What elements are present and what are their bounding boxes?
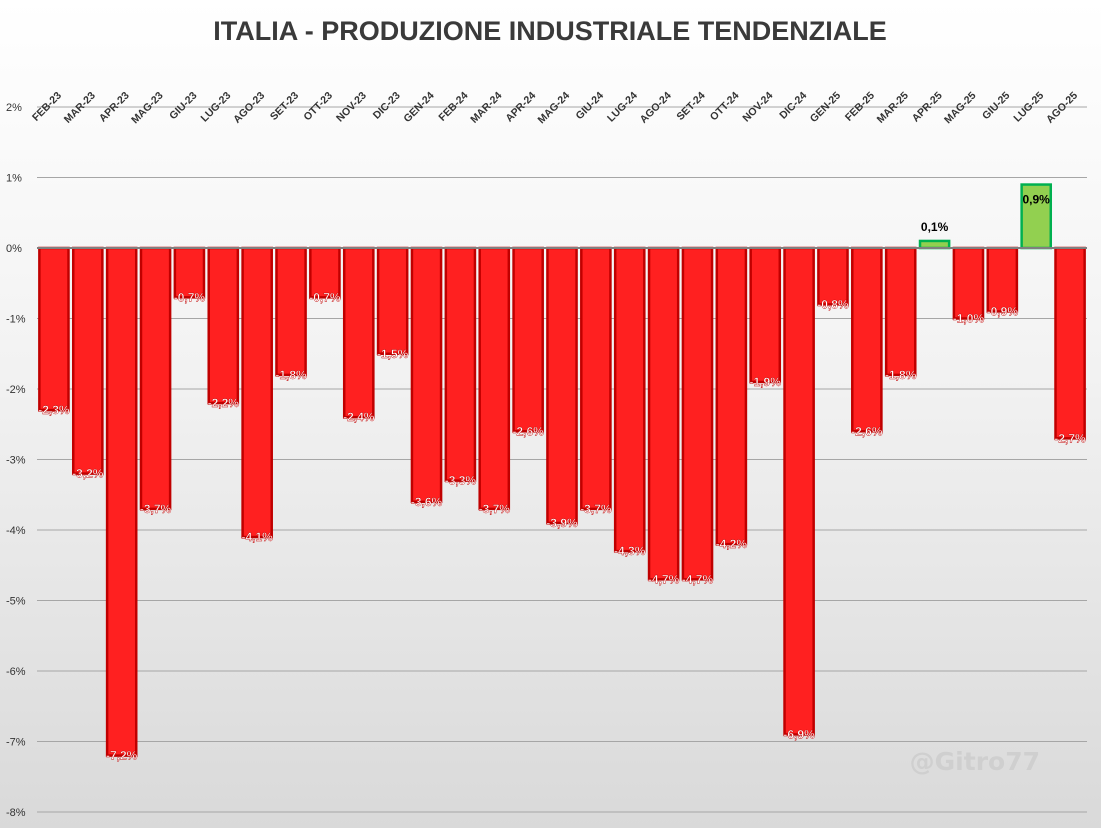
data-label: -2,7% xyxy=(1054,431,1086,445)
data-label: -3,3% xyxy=(445,474,477,488)
bar xyxy=(139,246,172,511)
bar xyxy=(817,246,849,306)
bar xyxy=(613,246,646,553)
x-tick-label: AGO-24 xyxy=(638,90,674,126)
x-tick-label: OTT-24 xyxy=(708,90,742,124)
x-tick-label: DIC-24 xyxy=(777,90,809,122)
y-axis: 2% 1% 0% -1% -2% -3% -4% -5% -6% -7% -8% xyxy=(6,102,26,819)
bar xyxy=(478,246,511,511)
bar xyxy=(884,246,917,377)
bar xyxy=(444,246,477,482)
data-label: -3,7% xyxy=(479,502,511,516)
data-label: -4,7% xyxy=(648,572,680,586)
bar xyxy=(71,246,104,475)
data-label: -4,3% xyxy=(614,544,646,558)
bar xyxy=(647,246,680,581)
y-tick-label: 1% xyxy=(6,173,22,185)
data-label: -7,2% xyxy=(106,749,138,763)
data-label: -3,7% xyxy=(140,502,172,516)
x-tick-label: MAG-25 xyxy=(942,90,979,127)
y-tick-label: -5% xyxy=(6,596,26,608)
data-label: -1,8% xyxy=(275,368,307,382)
x-tick-label: SET-23 xyxy=(268,90,301,123)
bars xyxy=(38,183,1086,757)
y-tick-label: 2% xyxy=(6,102,22,114)
bar xyxy=(952,246,985,320)
bar xyxy=(241,246,273,539)
x-tick-label: GIU-24 xyxy=(574,90,607,123)
x-tick-label: DIC-23 xyxy=(371,90,403,122)
bar xyxy=(38,246,70,412)
bar xyxy=(410,246,443,504)
data-label: -0,8% xyxy=(817,297,849,311)
data-label: -2,4% xyxy=(343,410,375,424)
y-tick-label: 0% xyxy=(6,243,22,255)
x-tick-label: MAR-24 xyxy=(468,90,504,126)
y-tick-label: -2% xyxy=(6,384,26,396)
x-tick-label: SET-24 xyxy=(674,90,707,123)
bar xyxy=(207,246,240,405)
data-label: -2,6% xyxy=(851,424,883,438)
data-label: -1,5% xyxy=(377,347,409,361)
data-label: 0,1% xyxy=(921,220,949,234)
data-label: -6,9% xyxy=(783,727,815,741)
y-tick-label: -6% xyxy=(6,666,26,678)
bar xyxy=(749,246,782,384)
bar xyxy=(783,246,815,736)
data-label: -0,7% xyxy=(174,290,206,304)
data-label: -0,9% xyxy=(987,304,1019,318)
bar xyxy=(546,246,578,525)
data-label: -4,7% xyxy=(682,572,714,586)
bar xyxy=(851,246,883,433)
y-tick-label: -8% xyxy=(6,807,26,819)
bar xyxy=(986,246,1019,313)
data-label: -3,9% xyxy=(546,516,578,530)
data-label: -3,7% xyxy=(580,502,612,516)
y-tick-label: -1% xyxy=(6,314,26,326)
bar xyxy=(580,246,612,511)
bar xyxy=(1020,183,1053,250)
x-tick-label: MAG-24 xyxy=(536,90,573,127)
data-label: -2,3% xyxy=(38,403,70,417)
x-tick-label: AGO-25 xyxy=(1044,90,1080,126)
x-tick-label: MAR-23 xyxy=(62,90,98,126)
y-tick-label: -4% xyxy=(6,525,26,537)
data-label: -1,0% xyxy=(953,312,985,326)
data-label: -2,6% xyxy=(512,424,544,438)
bar xyxy=(105,246,138,757)
data-label: -4,2% xyxy=(716,537,748,551)
data-labels: -2,3% -3,2% -7,2% -3,7% -0,7% -2,2% -4,1% -1,8%… xyxy=(38,193,1086,763)
bar xyxy=(715,246,748,546)
data-label: -3,2% xyxy=(72,467,104,481)
x-tick-label: MAG-23 xyxy=(129,90,166,127)
x-tick-label: MAR-25 xyxy=(875,90,911,126)
data-label: -3,6% xyxy=(411,495,443,509)
x-tick-label: GIU-23 xyxy=(167,90,200,123)
watermark: @Gitro77 xyxy=(910,747,1040,776)
data-label: -1,9% xyxy=(750,375,782,389)
bar xyxy=(681,246,714,581)
x-tick-label: GIU-25 xyxy=(980,90,1013,123)
y-tick-label: -7% xyxy=(6,737,26,749)
bar xyxy=(275,246,307,377)
data-label: 0,9% xyxy=(1023,193,1051,207)
bar xyxy=(376,246,409,355)
data-label: -4,1% xyxy=(241,530,273,544)
data-label: -2,2% xyxy=(208,396,240,410)
data-label: -0,7% xyxy=(309,290,341,304)
bar xyxy=(512,246,544,433)
x-tick-label: AGO-23 xyxy=(231,90,267,126)
bar xyxy=(918,239,951,250)
data-label: -1,8% xyxy=(885,368,917,382)
bar xyxy=(1054,246,1086,440)
bar xyxy=(342,246,375,419)
y-tick-label: -3% xyxy=(6,455,26,467)
x-tick-label: OTT-23 xyxy=(301,90,335,124)
chart-title: ITALIA - PRODUZIONE INDUSTRIALE TENDENZI… xyxy=(213,16,886,46)
